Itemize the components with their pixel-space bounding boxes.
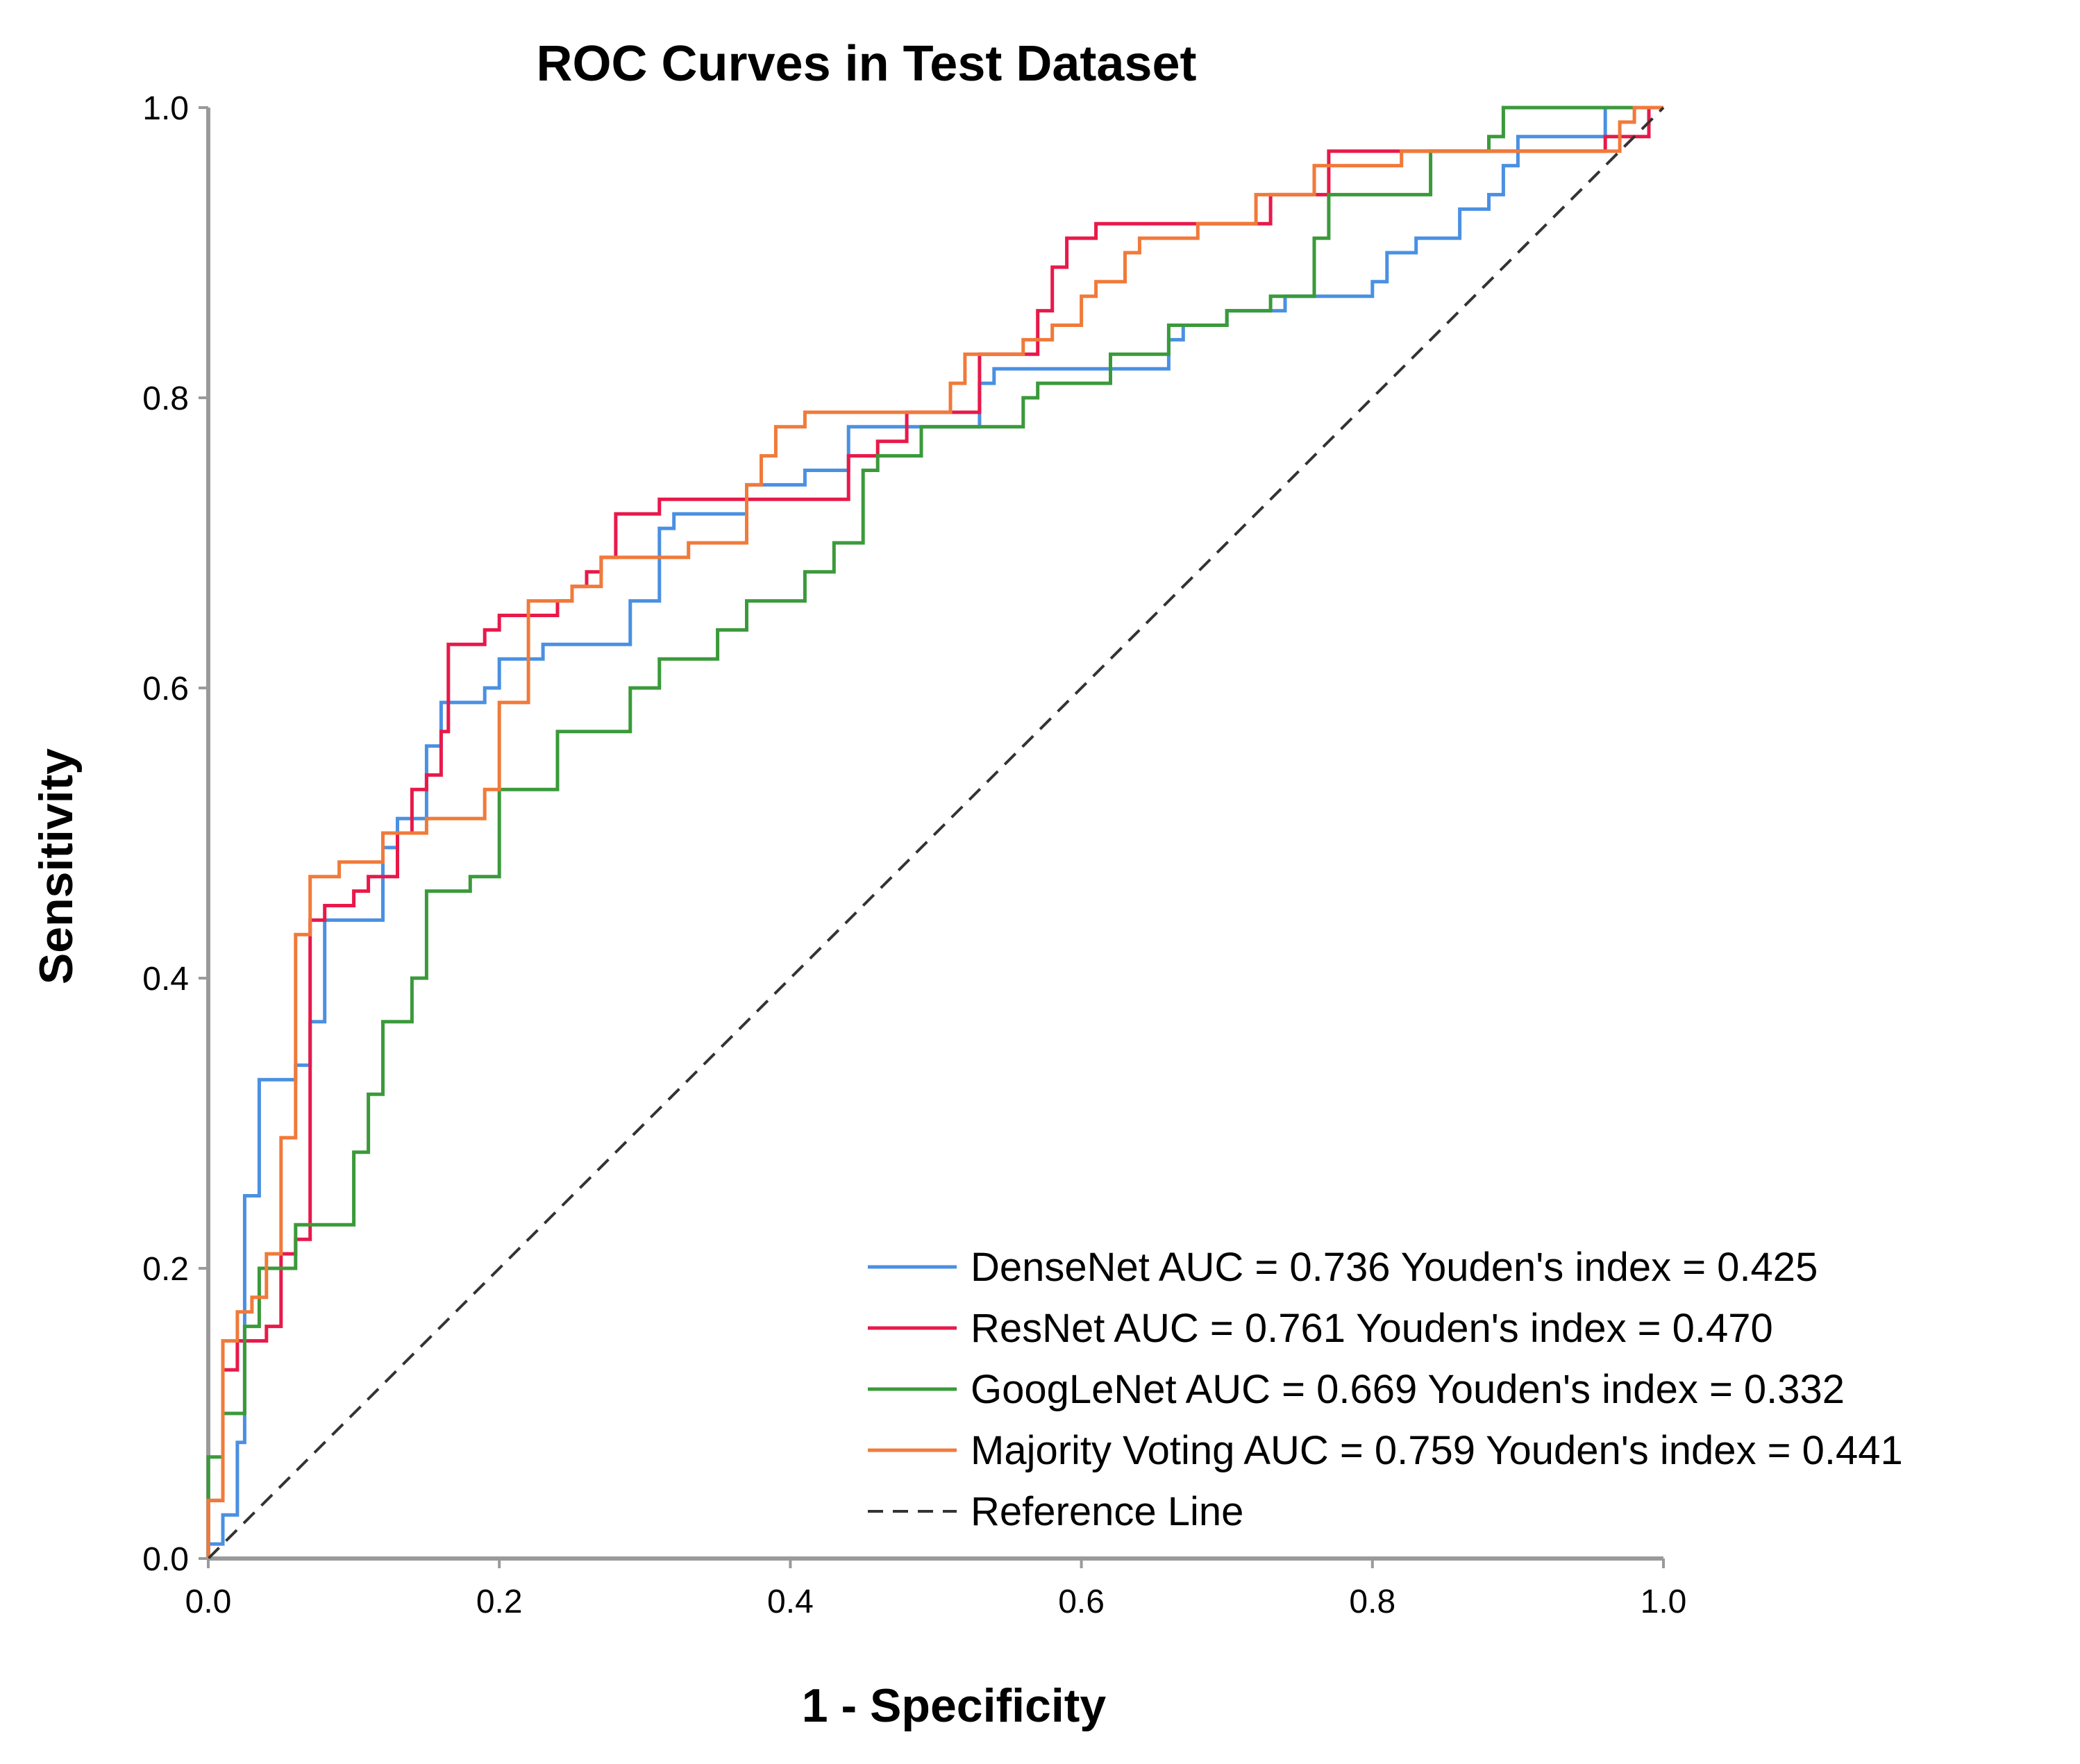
- legend-label: ResNet AUC = 0.761 Youden's index = 0.47…: [971, 1306, 1773, 1351]
- x-axis-title: 1 - Specificity: [802, 1679, 1107, 1732]
- densenet-curve: [206, 106, 1663, 1559]
- x-tick-label: 0.6: [1058, 1584, 1105, 1620]
- x-tick-label: 0.4: [767, 1584, 814, 1620]
- majority-voting-curve: [206, 106, 1663, 1559]
- googlenet-curve: [206, 106, 1663, 1559]
- y-tick-label: 0.8: [142, 380, 189, 417]
- legend-label: DenseNet AUC = 0.736 Youden's index = 0.…: [971, 1245, 1818, 1290]
- reference-line-curve: [207, 106, 1665, 1560]
- x-tick-label: 0.8: [1349, 1584, 1395, 1620]
- y-axis-title: Sensitivity: [30, 748, 83, 984]
- legend-label: Reference Line: [971, 1489, 1243, 1534]
- chart-title: ROC Curves in Test Dataset: [537, 36, 1197, 92]
- y-tick-label: 0.6: [142, 671, 189, 707]
- y-tick-label: 0.2: [142, 1251, 189, 1288]
- x-tick-label: 0.0: [185, 1584, 232, 1620]
- y-tick-label: 0.0: [142, 1541, 189, 1578]
- y-tick-label: 1.0: [142, 90, 189, 127]
- legend-label: GoogLeNet AUC = 0.669 Youden's index = 0…: [971, 1367, 1845, 1412]
- ticks-layer: 0.0 0.2 0.4 0.6 0.8 1.0 0.0 0.2 0.4 0.6 0.8 1.0: [142, 90, 1686, 1620]
- axes-layer: [206, 108, 1663, 1561]
- y-tick-label: 0.4: [142, 961, 189, 998]
- legend-label: Majority Voting AUC = 0.759 Youden's ind…: [971, 1428, 1903, 1473]
- x-tick-label: 1.0: [1641, 1584, 1687, 1620]
- curves-layer: [206, 106, 1665, 1560]
- x-tick-label: 0.2: [476, 1584, 523, 1620]
- legend: DenseNet AUC = 0.736 Youden's index = 0.…: [868, 1245, 1903, 1534]
